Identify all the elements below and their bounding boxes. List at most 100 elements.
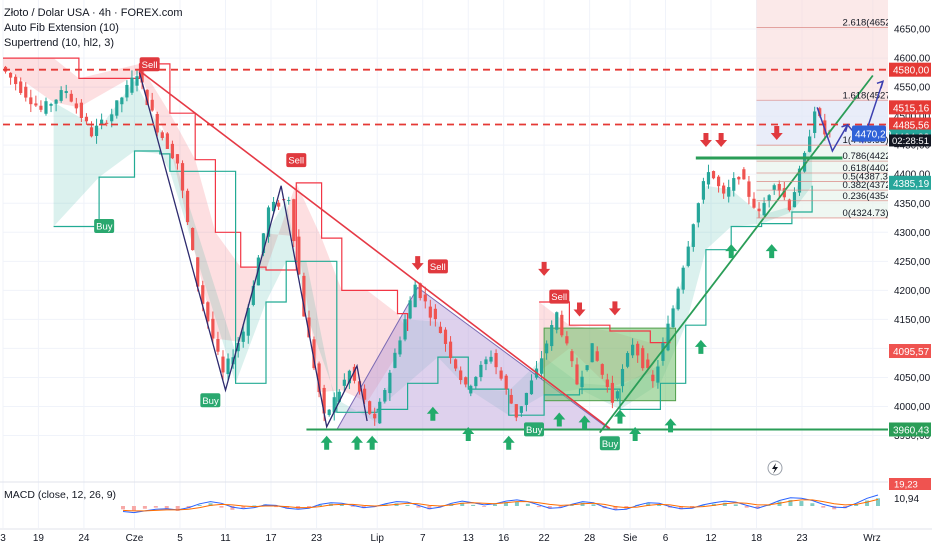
candle-body (514, 404, 518, 418)
candle-body (772, 185, 776, 190)
sell-arrow-icon (411, 256, 424, 271)
supertrend-bear-fill (3, 58, 408, 403)
price-label-text: 3960,43 (893, 425, 930, 436)
time-axis-tick: 19 (33, 533, 45, 544)
price-axis-tick: 3950,00 (894, 431, 931, 442)
candle-body (474, 376, 478, 387)
sell-signal-label: Sell (430, 262, 446, 273)
macd-histogram-bar (865, 500, 870, 506)
fib-level-label: 0.5(4387.34) (843, 172, 897, 183)
candle-body (489, 356, 493, 362)
macd-histogram-bar (536, 506, 541, 508)
macd-histogram-bar (241, 506, 246, 509)
candle-body (727, 187, 731, 197)
macd-histogram-bar (810, 503, 815, 506)
candle-body (261, 233, 266, 254)
macd-value-text: 10,94 (894, 494, 919, 505)
candle-body (615, 391, 620, 399)
candle-body (150, 99, 154, 111)
candle-body (307, 317, 311, 338)
candle-body (787, 199, 791, 211)
macd-histogram-bar (274, 506, 279, 508)
candle-body (89, 127, 94, 137)
buy-arrow-icon (366, 435, 379, 450)
sell-signal-tag (427, 259, 448, 274)
supertrend-bull-line (53, 150, 813, 416)
macd-histogram-bar (514, 501, 519, 506)
buy-arrow-icon (578, 415, 591, 430)
candle-body (84, 116, 89, 122)
candle-body (747, 181, 751, 197)
candle-body (221, 356, 225, 373)
fib-level-label: 0.382(4372.57) (843, 180, 907, 191)
macd-histogram-bar (438, 506, 443, 508)
candle-body (808, 136, 812, 152)
candle-body (636, 343, 640, 356)
buy-arrow-icon (629, 427, 642, 442)
candle-body (494, 353, 498, 368)
candle-body (454, 359, 458, 369)
price-label-text: 4515,16 (893, 103, 930, 114)
candle-body (464, 377, 468, 385)
price-label-badge (889, 422, 931, 437)
candle-body (206, 302, 210, 322)
macd-signal-line (122, 498, 879, 512)
candle-body (327, 409, 331, 415)
candle-body (49, 103, 53, 106)
candle-body (378, 401, 382, 424)
buy-arrow-icon (320, 435, 333, 450)
candle-body (373, 413, 377, 419)
price-axis-tick: 4650,00 (894, 25, 931, 36)
price-axis-tick: 4150,00 (894, 315, 931, 326)
buy-signal-tag (524, 422, 544, 437)
macd-histogram-bar (646, 503, 651, 506)
fib-level-label: 2.618(4652.55) (843, 18, 907, 29)
fib-level-label: 0.618(4402.12) (843, 163, 907, 174)
macd-histogram-bar (252, 505, 257, 507)
macd-histogram-bar (427, 506, 432, 510)
fib-level-label: 0(4324.73) (843, 208, 889, 219)
candle-body (479, 364, 483, 378)
price-label-text: 4485,56 (893, 121, 930, 132)
candle-body (499, 370, 503, 379)
candle-body (54, 99, 58, 104)
current-price-text: 4470,20 (855, 129, 892, 140)
candle-body (398, 340, 402, 355)
buy-arrow-icon (765, 244, 778, 259)
buy-signal-tag (94, 219, 115, 234)
candle-body (8, 72, 13, 78)
chart-legend: Złoto / Dolar USA · 4h · FOREX.com Auto … (4, 6, 183, 51)
price-axis-tick: 4350,00 (894, 199, 931, 210)
candle-body (130, 77, 134, 93)
candle-body (737, 176, 741, 180)
candle-body (484, 359, 488, 365)
macd-histogram-bar (230, 506, 235, 510)
price-axis-tick: 4300,00 (894, 228, 931, 239)
fib-indicator-label[interactable]: Auto Fib Extension (10) (4, 22, 119, 34)
chart-title[interactable]: Złoto / Dolar USA · 4h · FOREX.com (4, 7, 183, 19)
candle-body (201, 285, 205, 304)
current-price-tag (852, 125, 886, 142)
macd-histogram-bar (153, 506, 158, 508)
price-axis-tick: 4550,00 (894, 83, 931, 94)
candle-body (388, 372, 392, 394)
candle-body (125, 84, 129, 98)
candle-body (651, 374, 655, 382)
candle-body (145, 89, 149, 106)
time-axis-tick: 3 (0, 533, 6, 544)
candle-body (418, 283, 422, 299)
time-axis-tick: 6 (663, 533, 669, 544)
candle-body (403, 319, 407, 340)
supertrend-indicator-label[interactable]: Supertrend (10, hl2, 3) (4, 37, 115, 49)
fib-zone-upper (756, 0, 888, 101)
candle-body (165, 133, 169, 149)
price-axis-tick: 4000,00 (894, 402, 931, 413)
price-label-text: 4580,00 (893, 66, 930, 77)
candle-body (393, 352, 397, 368)
time-axis-tick: Wrz (863, 533, 881, 544)
sell-arrow-icon (573, 302, 586, 317)
macd-histogram-bar (558, 506, 563, 508)
candle-body (226, 358, 230, 375)
